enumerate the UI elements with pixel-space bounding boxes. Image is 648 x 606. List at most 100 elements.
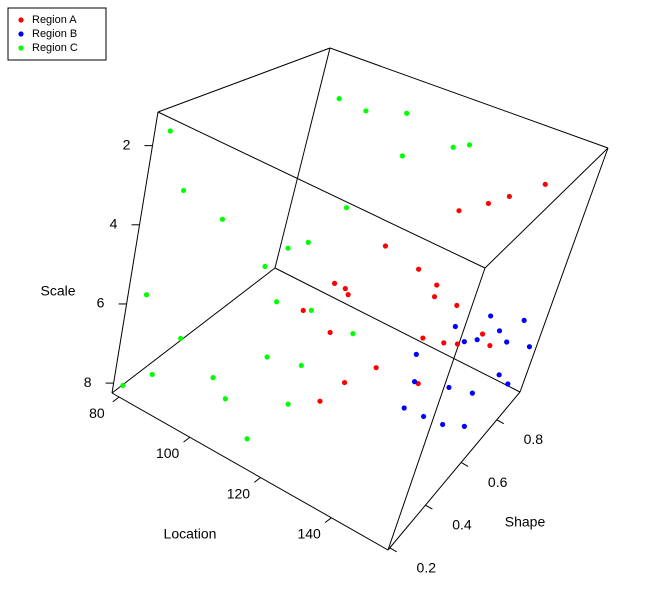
- point: [308, 307, 315, 313]
- point: [487, 342, 493, 349]
- point: [504, 339, 510, 345]
- tick-label: 6: [97, 295, 105, 311]
- point: [343, 205, 350, 211]
- point: [441, 340, 447, 346]
- point: [526, 344, 533, 350]
- point: [454, 341, 461, 347]
- tick-mark: [112, 396, 120, 403]
- tick-mark: [496, 419, 505, 425]
- tick-label: 100: [156, 445, 180, 461]
- point: [496, 372, 502, 378]
- point: [300, 307, 306, 314]
- point: [411, 379, 418, 385]
- tick-label: 0.2: [417, 559, 437, 575]
- point: [542, 181, 548, 187]
- series: [401, 313, 533, 429]
- point: [382, 243, 389, 249]
- tick-mark: [183, 436, 191, 443]
- tick-label: 80: [89, 405, 105, 421]
- point: [350, 331, 356, 337]
- point: [506, 193, 512, 200]
- tick-label: 0.6: [488, 474, 508, 490]
- point: [452, 323, 458, 330]
- point: [413, 351, 419, 357]
- tick-label: 2: [123, 136, 131, 152]
- point: [485, 200, 492, 207]
- point: [446, 384, 452, 391]
- tick-mark: [253, 477, 261, 483]
- point: [404, 110, 410, 116]
- legend-label: Region B: [32, 28, 77, 40]
- tick-label: 4: [110, 215, 118, 231]
- tick-mark: [324, 517, 332, 524]
- point: [120, 382, 126, 389]
- point: [466, 142, 473, 148]
- point: [416, 266, 422, 272]
- point: [149, 371, 155, 378]
- point: [488, 313, 494, 319]
- box: [111, 47, 609, 551]
- point: [496, 328, 503, 334]
- y-axis-label: Shape: [505, 514, 546, 530]
- point: [342, 286, 348, 292]
- point: [420, 413, 427, 420]
- point: [305, 239, 311, 245]
- tick-mark: [425, 504, 433, 510]
- point: [345, 292, 351, 298]
- legend-marker: [18, 31, 24, 37]
- point: [331, 280, 338, 286]
- point: [181, 187, 187, 194]
- legend-box: [7, 7, 107, 61]
- tick-mark: [460, 462, 469, 467]
- point: [434, 282, 440, 288]
- tick-label: 8: [84, 374, 92, 390]
- tick-label: 120: [227, 485, 251, 501]
- point: [285, 245, 291, 251]
- tick-label: 0.4: [452, 517, 472, 533]
- point: [461, 339, 467, 345]
- point: [143, 292, 150, 298]
- series: [120, 96, 473, 442]
- point: [264, 354, 270, 360]
- point: [521, 317, 527, 323]
- point: [454, 302, 460, 309]
- point: [210, 375, 216, 381]
- point: [505, 381, 511, 387]
- point: [373, 365, 379, 371]
- legend-label: Region A: [32, 14, 77, 26]
- point: [431, 294, 438, 300]
- point: [327, 329, 333, 336]
- tick-mark: [389, 547, 397, 553]
- point: [461, 423, 467, 429]
- point: [167, 128, 173, 134]
- point: [244, 436, 250, 442]
- point: [178, 335, 184, 342]
- point: [479, 331, 486, 337]
- tick-label: 140: [297, 526, 321, 542]
- point: [474, 337, 480, 343]
- point: [274, 299, 280, 305]
- point: [401, 405, 407, 411]
- point: [440, 421, 446, 428]
- point: [336, 96, 342, 102]
- series: [300, 181, 548, 404]
- point: [219, 216, 226, 222]
- point: [363, 108, 369, 114]
- point: [262, 263, 268, 270]
- point: [285, 401, 291, 407]
- point: [317, 398, 323, 404]
- legend-marker: [18, 45, 24, 51]
- tick-label: 0.8: [524, 431, 544, 447]
- point: [420, 335, 426, 341]
- point: [456, 208, 462, 214]
- point: [399, 153, 405, 159]
- x-axis-label: Location: [164, 526, 217, 542]
- point: [469, 390, 475, 396]
- point: [222, 396, 228, 402]
- z-axis-label: Scale: [40, 283, 75, 299]
- point: [341, 379, 348, 386]
- legend-marker: [18, 17, 24, 23]
- legend: Region A Region B Region C: [7, 7, 107, 61]
- legend-label: Region C: [32, 42, 78, 54]
